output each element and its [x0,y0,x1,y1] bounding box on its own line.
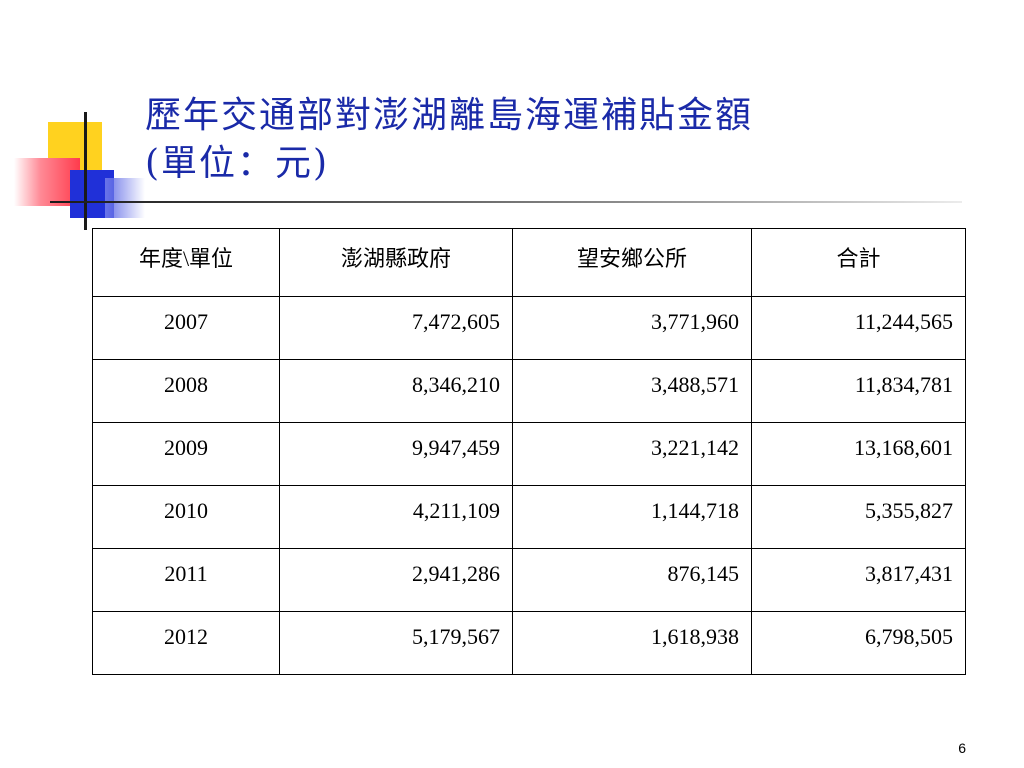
cell-total: 5,355,827 [751,485,966,549]
table-row: 2012 5,179,567 1,618,938 6,798,505 [92,611,966,675]
cell-total: 6,798,505 [751,611,966,675]
slide-title: 歷年交通部對澎湖離島海運補貼金額 (單位：元) [145,92,753,188]
cell-wangan: 3,488,571 [512,359,752,423]
cell-year: 2009 [92,422,280,486]
cell-total: 3,817,431 [751,548,966,612]
cell-total: 11,834,781 [751,359,966,423]
slide-title-line2: (單位：元) [145,143,330,184]
cell-penghu: 2,941,286 [279,548,513,612]
cell-total: 11,244,565 [751,296,966,360]
page-number: 6 [958,740,966,756]
table-row: 2009 9,947,459 3,221,142 13,168,601 [92,422,966,486]
cell-wangan: 876,145 [512,548,752,612]
cell-year: 2011 [92,548,280,612]
header-penghu-county: 澎湖縣政府 [279,228,513,297]
header-total: 合計 [751,228,966,297]
cell-penghu: 4,211,109 [279,485,513,549]
decorative-blue-fade [105,178,145,218]
cell-penghu: 9,947,459 [279,422,513,486]
header-year-unit: 年度\單位 [92,228,280,297]
cell-wangan: 1,144,718 [512,485,752,549]
cell-total: 13,168,601 [751,422,966,486]
table-row: 2008 8,346,210 3,488,571 11,834,781 [92,359,966,423]
decorative-vertical-line [84,112,87,230]
table-row: 2011 2,941,286 876,145 3,817,431 [92,548,966,612]
header-wangan-township: 望安鄉公所 [512,228,752,297]
cell-wangan: 3,771,960 [512,296,752,360]
cell-penghu: 7,472,605 [279,296,513,360]
slide-title-line1: 歷年交通部對澎湖離島海運補貼金額 [145,95,754,136]
cell-penghu: 5,179,567 [279,611,513,675]
table-row: 2010 4,211,109 1,144,718 5,355,827 [92,485,966,549]
cell-year: 2007 [92,296,280,360]
cell-year: 2010 [92,485,280,549]
cell-wangan: 3,221,142 [512,422,752,486]
subsidy-table: 年度\單位 澎湖縣政府 望安鄉公所 合計 2007 7,472,605 3,77… [92,228,966,675]
table-row: 2007 7,472,605 3,771,960 11,244,565 [92,296,966,360]
cell-penghu: 8,346,210 [279,359,513,423]
cell-wangan: 1,618,938 [512,611,752,675]
title-underline [50,201,962,203]
table-header-row: 年度\單位 澎湖縣政府 望安鄉公所 合計 [92,228,966,297]
decorative-red-square [14,158,80,206]
cell-year: 2012 [92,611,280,675]
cell-year: 2008 [92,359,280,423]
